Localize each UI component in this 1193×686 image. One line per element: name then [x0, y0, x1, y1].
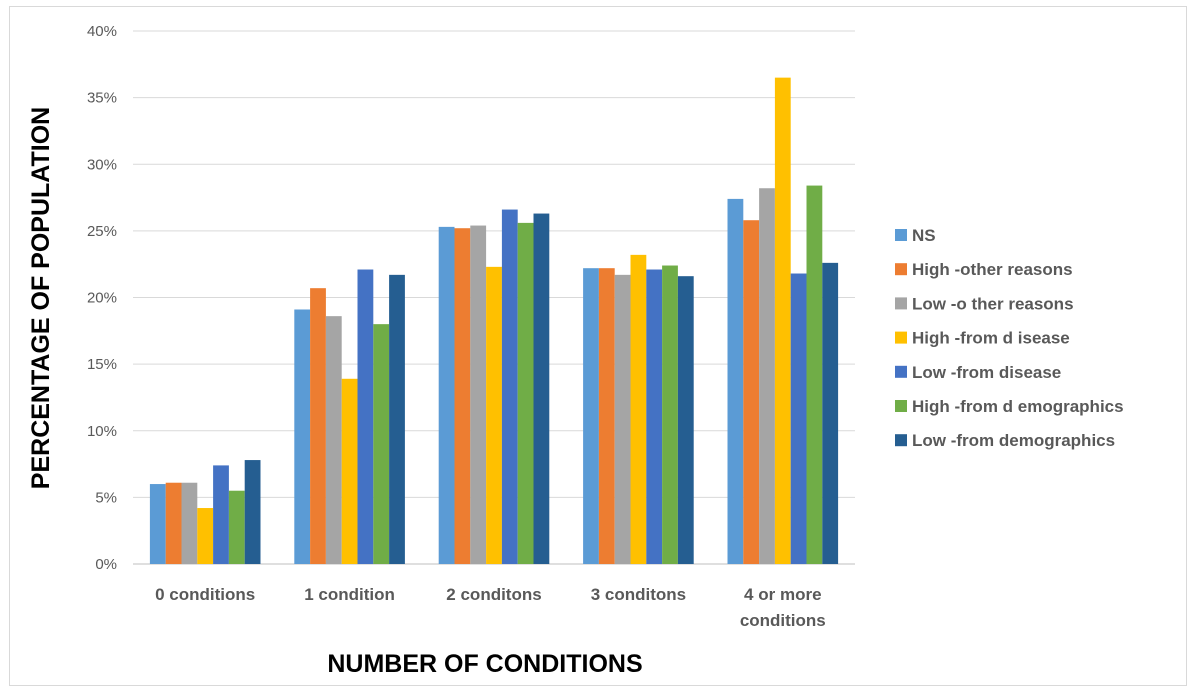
bar	[790, 273, 807, 564]
y-axis-title: PERCENTAGE OF POPULATION	[27, 107, 55, 489]
bar	[727, 198, 744, 564]
x-tick-label: 4 or more conditions	[740, 585, 826, 630]
legend-swatch	[895, 400, 907, 412]
bar	[357, 269, 374, 564]
bar	[310, 288, 326, 564]
bar	[228, 490, 245, 564]
bar	[743, 220, 760, 564]
bar	[454, 228, 471, 564]
bar	[294, 309, 311, 564]
bar	[181, 482, 198, 564]
y-tick-label: 0%	[95, 556, 117, 573]
legend-label: Low -from demographics	[912, 431, 1115, 450]
y-tick-label: 15%	[87, 356, 117, 373]
legend-label: NS	[912, 226, 936, 245]
bar	[630, 254, 647, 565]
y-tick-label: 40%	[87, 23, 117, 40]
legend-swatch	[895, 297, 907, 310]
bar	[614, 274, 631, 564]
legend-label: High -from d isease	[912, 329, 1070, 348]
bar	[646, 269, 663, 564]
legend-label: High -from d emographics	[912, 397, 1124, 416]
y-tick-label: 25%	[87, 223, 117, 240]
bar	[470, 225, 487, 565]
bar	[517, 222, 534, 564]
y-tick-label: 10%	[87, 423, 117, 440]
legend-swatch	[895, 331, 907, 344]
bar	[774, 77, 791, 564]
legend: NS High -other reasons Low -o ther reasons…	[895, 226, 1124, 450]
legend-swatch	[895, 365, 907, 378]
bar	[438, 226, 455, 564]
bar	[583, 268, 599, 564]
legend-swatch	[895, 434, 907, 447]
y-tick-label: 20%	[87, 290, 117, 307]
bar	[486, 266, 502, 564]
bar	[598, 268, 615, 564]
bar	[389, 274, 405, 564]
y-tick-label: 5%	[95, 489, 117, 506]
y-axis-ticks: 0% 5% 10% 15% 20% 25% 30% 35% 40%	[87, 23, 117, 573]
bar	[341, 378, 358, 564]
bar	[759, 188, 775, 565]
legend-swatch	[895, 229, 907, 241]
y-tick-label: 30%	[87, 156, 117, 173]
bar	[325, 316, 342, 564]
bar	[165, 482, 182, 564]
y-tick-label: 35%	[87, 90, 117, 107]
legend-label: Low -o ther reasons	[912, 294, 1074, 313]
x-axis-categories: 0 conditions 1 condition 2 conditons 3 cond…	[155, 585, 826, 630]
bar	[149, 484, 166, 564]
bar	[197, 508, 214, 564]
legend-label: Low -from disease	[912, 363, 1061, 382]
legend-swatch	[895, 263, 907, 276]
x-tick-label: 2 conditons	[446, 585, 541, 604]
legend-label: High -other reasons	[912, 260, 1073, 279]
bar	[533, 213, 550, 565]
x-axis-title: NUMBER OF CONDITIONS	[327, 650, 642, 678]
x-tick-label: 3 conditons	[591, 585, 686, 604]
bar	[806, 185, 823, 564]
bar	[244, 460, 261, 564]
bar	[373, 324, 390, 564]
x-tick-label: 0 conditions	[155, 585, 255, 604]
x-tick-label: 1 condition	[304, 585, 395, 604]
bar	[662, 265, 678, 564]
bar	[822, 262, 839, 564]
bar	[677, 276, 694, 564]
bars	[149, 77, 839, 565]
bar	[501, 209, 518, 564]
bar	[213, 465, 229, 564]
